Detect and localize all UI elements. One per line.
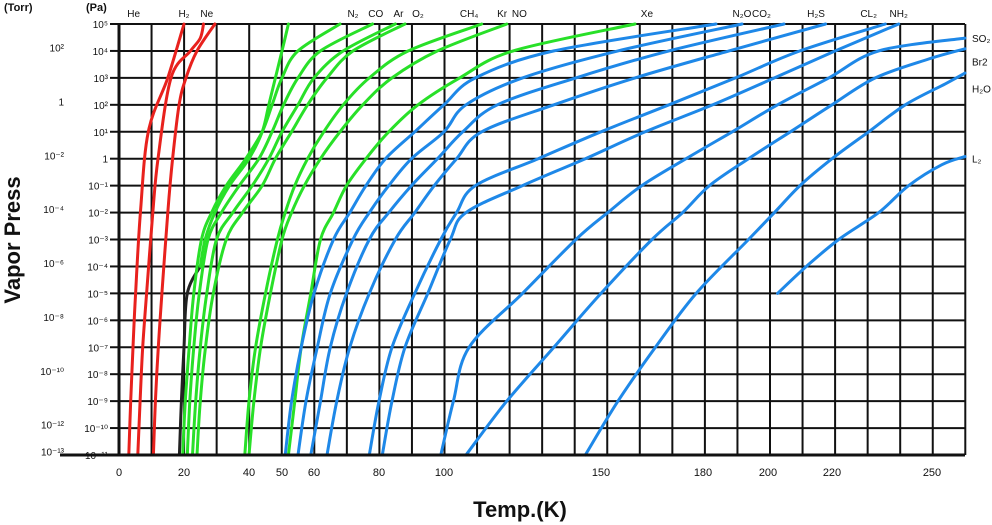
grid xyxy=(118,23,967,456)
y-tick-label-torr: 10⁻⁸ xyxy=(43,313,64,324)
x-axis-title: Temp.(K) xyxy=(473,497,567,522)
x-tick-label: 80 xyxy=(373,467,385,479)
pa-unit-label: (Pa) xyxy=(86,2,107,14)
y-tick-label-pa: 10⁻⁶ xyxy=(87,316,108,327)
series-line xyxy=(367,22,887,457)
gas-label: SO₂ xyxy=(972,34,990,45)
y-tick-label-pa: 10⁻⁹ xyxy=(87,397,108,408)
series-line xyxy=(776,155,967,295)
y-tick-label-pa: 10⁻⁷ xyxy=(88,343,108,354)
x-tick-label: 100 xyxy=(435,467,453,479)
y-tick-label-pa: 10⁵ xyxy=(93,20,108,31)
series-line xyxy=(325,22,828,457)
torr-unit-label: (Torr) xyxy=(4,2,33,14)
y-tick-label-pa: 10² xyxy=(94,101,109,112)
y-tick-label-pa: 10⁻² xyxy=(88,209,108,220)
series-line xyxy=(181,22,342,457)
series-line xyxy=(195,22,407,457)
x-tick-label: 180 xyxy=(694,467,712,479)
gas-label: Xe xyxy=(641,9,654,20)
gas-label: O₂ xyxy=(412,9,424,20)
y-tick-label-torr: 10⁻¹³ xyxy=(41,448,65,459)
series-line xyxy=(296,22,744,457)
gas-label: N₂ xyxy=(347,9,358,20)
series-line xyxy=(309,22,786,457)
y-tick-label-torr: 10⁻⁶ xyxy=(43,259,64,270)
gas-label: He xyxy=(127,9,140,20)
x-tick-label: 20 xyxy=(178,467,190,479)
x-tick-label: 220 xyxy=(823,467,841,479)
curves xyxy=(127,22,967,457)
axes xyxy=(60,23,965,457)
series-line xyxy=(136,22,205,457)
y-tick-label-torr: 10⁻¹² xyxy=(41,421,65,432)
y-tick-label-pa: 10⁴ xyxy=(93,47,108,58)
gas-label: H₂O xyxy=(972,85,991,96)
gas-label: H₂S xyxy=(807,9,825,20)
gas-label: Ar xyxy=(394,9,405,20)
series-line xyxy=(380,22,901,457)
y-tick-label-torr: 10⁻⁴ xyxy=(43,205,64,216)
y-tick-label-pa: 10⁻⁸ xyxy=(87,370,108,381)
gas-label: CH₄ xyxy=(460,9,479,20)
labels: 10⁻¹¹10⁻¹⁰10⁻⁹10⁻⁸10⁻⁷10⁻⁶10⁻⁵10⁻⁴10⁻³10… xyxy=(40,9,991,479)
gas-label: Br2 xyxy=(972,58,988,69)
series-line xyxy=(151,22,217,457)
x-tick-label: 60 xyxy=(308,467,320,479)
series-line xyxy=(464,47,967,457)
y-tick-label-torr: 10⁻¹⁰ xyxy=(40,367,64,378)
series-line xyxy=(583,71,967,457)
y-tick-label-torr: 10² xyxy=(50,44,65,55)
series-line xyxy=(283,22,718,457)
series-line xyxy=(185,22,374,457)
y-tick-label-pa: 10⁻¹¹ xyxy=(85,451,109,462)
y-tick-label-pa: 10³ xyxy=(94,74,109,85)
gas-label: H₂ xyxy=(178,9,189,20)
gas-label: CO xyxy=(368,9,383,20)
series-line xyxy=(198,22,290,268)
y-tick-label-pa: 10¹ xyxy=(94,128,109,139)
y-tick-label-pa: 1 xyxy=(102,155,108,166)
gas-label: Ne xyxy=(200,9,213,20)
y-tick-label-torr: 10⁻² xyxy=(44,151,64,162)
y-axis-title: Vapor Press xyxy=(0,176,25,303)
gas-label: NO xyxy=(512,9,527,20)
gas-label: Kr xyxy=(497,9,508,20)
x-tick-label: 0 xyxy=(116,467,122,479)
series-line xyxy=(247,22,509,457)
series-line xyxy=(177,264,202,457)
y-tick-label-pa: 10⁻¹⁰ xyxy=(84,424,108,435)
series-line xyxy=(243,22,484,457)
y-tick-label-pa: 10⁻⁵ xyxy=(87,289,108,300)
series-line xyxy=(191,22,397,457)
series-line xyxy=(127,22,186,457)
x-tick-label: 200 xyxy=(759,467,777,479)
y-tick-label-torr: 1 xyxy=(58,97,64,108)
y-tick-label-pa: 10⁻³ xyxy=(88,236,108,247)
series-line xyxy=(439,36,967,457)
x-tick-label: 150 xyxy=(592,467,610,479)
x-tick-label: 40 xyxy=(243,467,255,479)
gas-label: N₂O xyxy=(733,9,752,20)
y-tick-label-pa: 10⁻⁴ xyxy=(87,262,108,273)
gas-label: L₂ xyxy=(972,155,982,166)
x-tick-label: 250 xyxy=(923,467,941,479)
gas-label: CO₂ xyxy=(752,9,771,20)
gas-label: CL₂ xyxy=(860,9,877,20)
x-tick-label: 50 xyxy=(276,467,288,479)
y-tick-label-pa: 10⁻¹ xyxy=(88,182,108,193)
gas-label: NH₂ xyxy=(890,9,908,20)
